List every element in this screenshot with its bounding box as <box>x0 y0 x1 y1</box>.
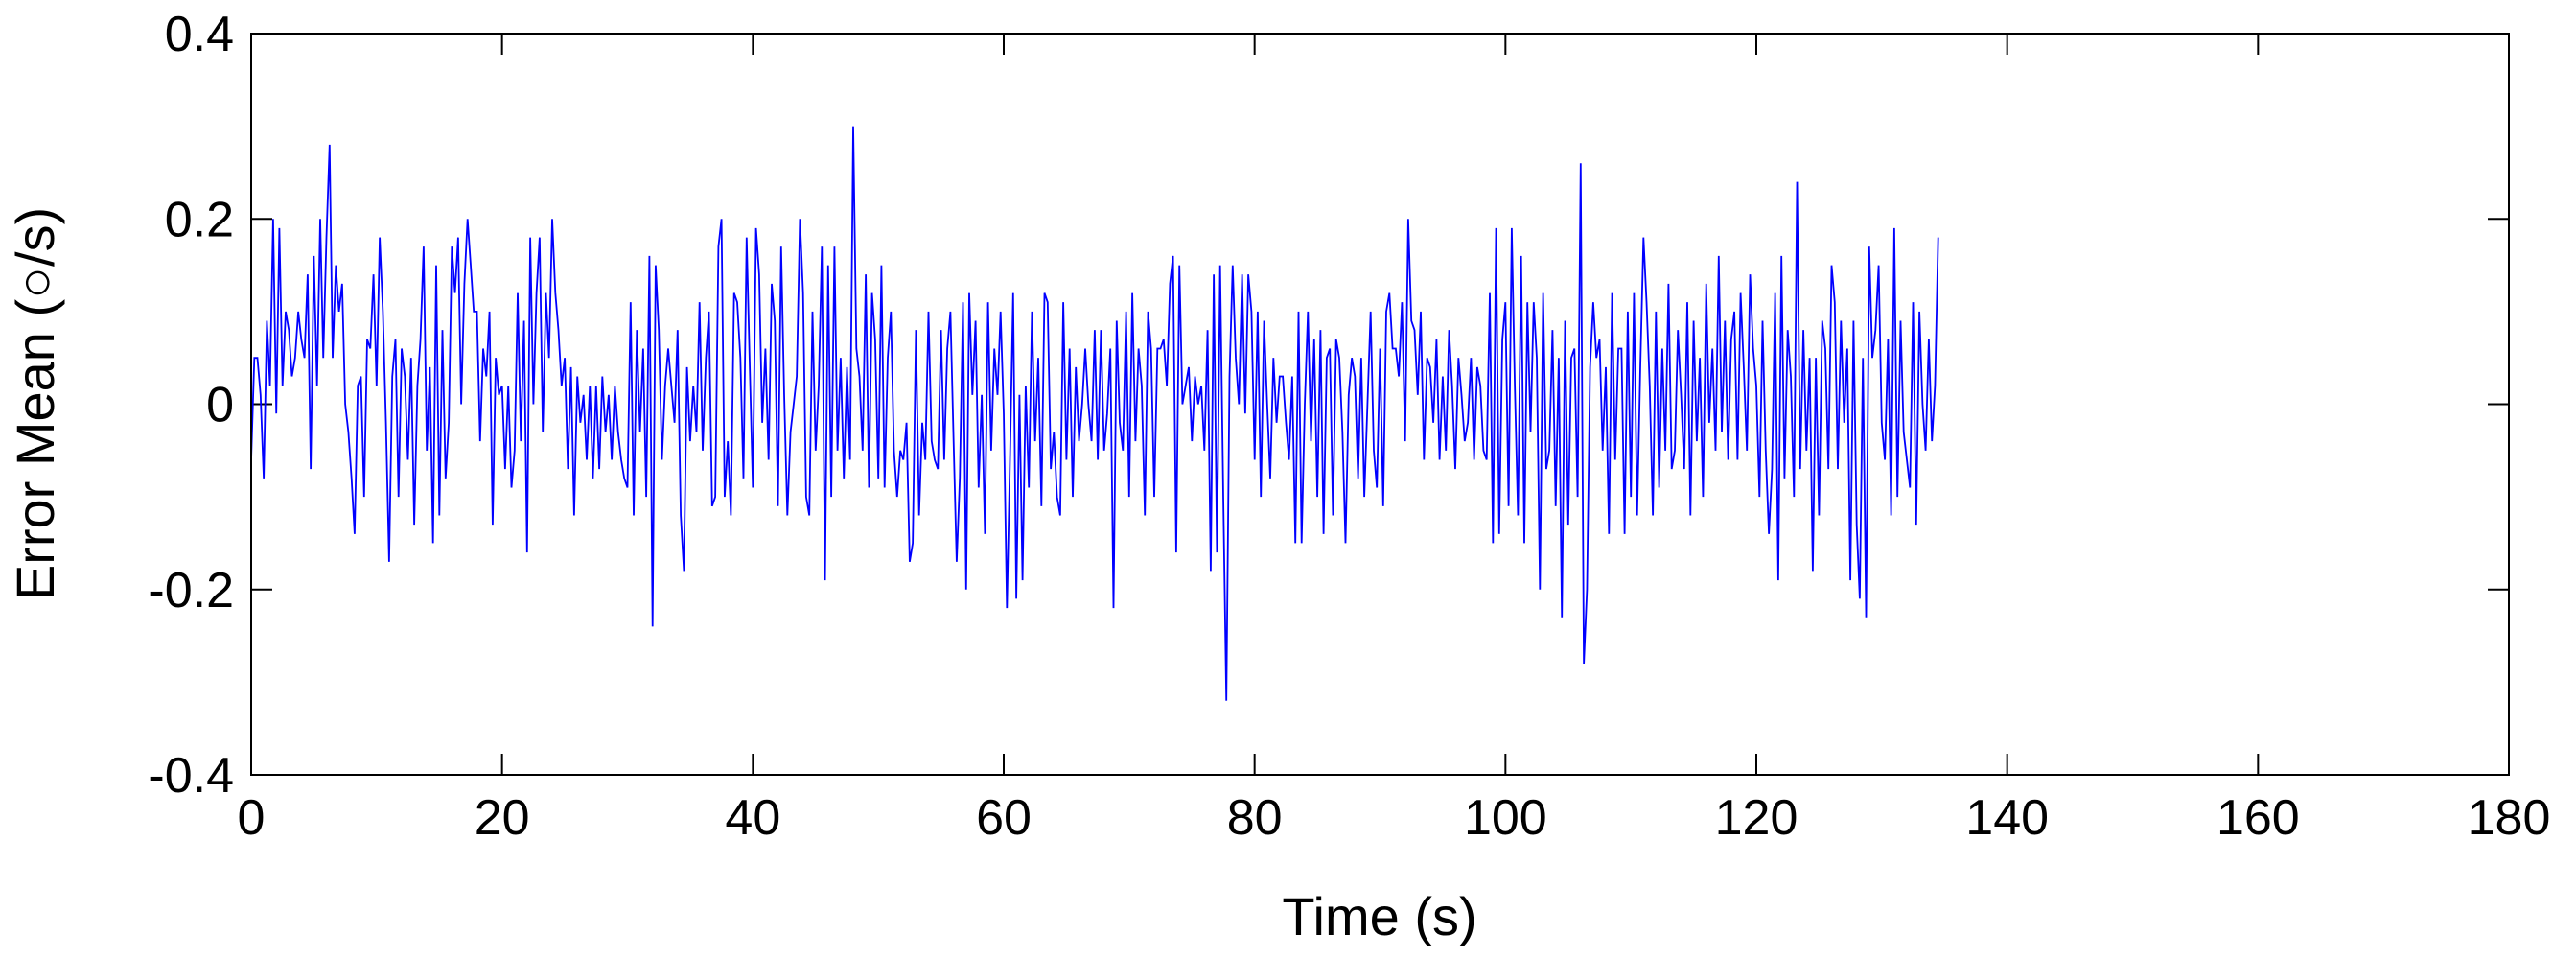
x-tick-label: 80 <box>1227 790 1283 846</box>
y-tick-label: 0.4 <box>165 7 234 62</box>
series-layer <box>250 126 1939 701</box>
y-tick-label: 0.2 <box>165 192 234 247</box>
x-tick-label: 20 <box>475 790 530 846</box>
x-axis-title: Time (s) <box>1282 886 1476 946</box>
x-tick-label: 140 <box>1965 790 2049 846</box>
y-axis-title: Error Mean (○/s) <box>5 207 65 600</box>
x-tick-label: 100 <box>1464 790 1547 846</box>
plot-background <box>251 34 2509 775</box>
y-tick-label: 0 <box>206 378 234 433</box>
labels-layer: 0 20 40 60 80 100 120 140 160 180 0.4 0.2 0 -0.2 -0.4 <box>148 7 2550 846</box>
x-tick-label: 160 <box>2216 790 2300 846</box>
x-tick-label: 60 <box>976 790 1032 846</box>
x-tick-label: 120 <box>1715 790 1799 846</box>
x-tick-label: 40 <box>725 790 780 846</box>
x-tick-label: 180 <box>2468 790 2551 846</box>
x-tick-label: 0 <box>238 790 266 846</box>
y-tick-label: -0.4 <box>148 748 234 804</box>
plot-frame <box>250 33 2510 776</box>
y-tick-label: -0.2 <box>148 563 234 619</box>
series-line <box>250 126 1939 701</box>
